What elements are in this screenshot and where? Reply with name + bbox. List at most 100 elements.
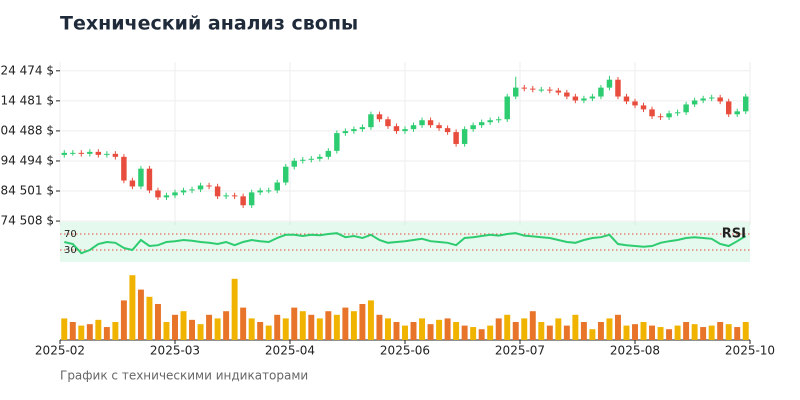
candle-body: [138, 168, 144, 187]
candle-body: [223, 195, 229, 197]
candle-body: [657, 116, 664, 118]
candle-body: [172, 192, 178, 196]
volume-bar: [172, 314, 178, 340]
candle-body: [300, 159, 306, 161]
volume-bar: [231, 278, 238, 340]
volume-bar: [129, 275, 136, 340]
volume-bar: [69, 322, 76, 340]
x-tick-label: 2025-03: [150, 344, 200, 358]
candle-body: [180, 190, 187, 193]
volume-bar: [614, 314, 621, 340]
candle-body: [240, 196, 246, 206]
candle-body: [530, 88, 536, 90]
candle-body: [376, 114, 383, 120]
rsi-label: RSI: [722, 227, 746, 242]
candle-body: [564, 92, 570, 97]
volume-bar: [580, 322, 587, 340]
candle-body: [700, 98, 706, 101]
candle-body: [487, 120, 493, 123]
volume-bar: [78, 325, 85, 340]
candle-body: [265, 190, 272, 192]
candle-body: [674, 112, 681, 114]
candle-body: [470, 125, 476, 130]
volume-bar: [461, 325, 468, 340]
volume-bar: [359, 304, 366, 340]
volume-bar: [657, 327, 664, 340]
volume-bar: [367, 300, 374, 340]
candle-body: [725, 101, 732, 115]
candle-body: [632, 101, 638, 106]
candle-body: [708, 97, 715, 99]
x-tick-label: 2025-10: [725, 344, 775, 358]
volume-bar: [623, 325, 630, 340]
candle-body: [666, 113, 672, 118]
volume-bar: [649, 325, 656, 340]
volume-bar: [436, 319, 443, 340]
volume-bar: [163, 322, 170, 340]
volume-bar: [487, 325, 494, 340]
volume-bar: [325, 311, 332, 340]
candle-body: [598, 87, 604, 97]
volume-bar: [146, 296, 153, 340]
candle-body: [555, 90, 562, 93]
volume-bar: [393, 322, 400, 340]
candle-body: [385, 119, 391, 127]
candle-body: [70, 152, 76, 154]
candle-body: [308, 158, 315, 160]
volume-bar: [521, 318, 528, 340]
x-tick-label: 2025-04: [265, 344, 315, 358]
volume-bar: [274, 314, 281, 340]
volume-bar: [86, 324, 93, 340]
volume-bar: [529, 311, 536, 340]
volume-bar: [478, 329, 485, 340]
candle-body: [129, 180, 136, 187]
candle-body: [606, 79, 613, 88]
candle-body: [325, 150, 332, 157]
volume-bar: [555, 318, 562, 340]
candle-body: [214, 186, 221, 197]
candle-body: [78, 152, 85, 154]
volume-bar: [563, 325, 570, 340]
volume-bar: [291, 307, 298, 340]
candle-body: [521, 87, 527, 89]
candle-body: [538, 89, 545, 91]
y-tick-label: 124 474 $: [0, 63, 54, 77]
volume-bar: [265, 325, 272, 340]
volume-bar: [606, 318, 613, 340]
candle-body: [743, 96, 749, 112]
candle-body: [368, 114, 374, 128]
volume-bar: [154, 304, 161, 340]
candle-body: [615, 79, 621, 97]
volume-bar: [504, 314, 511, 340]
volume-bar: [180, 311, 187, 340]
y-tick-label: 104 488 $: [0, 123, 54, 137]
x-tick-label: 2025-02: [35, 344, 85, 358]
x-tick-label: 2025-08: [610, 344, 660, 358]
volume-bar: [240, 307, 247, 340]
candle-body: [623, 96, 630, 102]
volume-bar: [512, 322, 519, 340]
volume-bar: [223, 311, 230, 340]
candle-body: [317, 156, 323, 159]
volume-bar: [734, 327, 741, 340]
volume-bar: [137, 289, 144, 340]
candle-body: [640, 105, 647, 110]
volume-bar: [350, 311, 357, 340]
volume-bar: [725, 324, 732, 340]
volume-bar: [742, 322, 749, 340]
candle-body: [291, 160, 297, 167]
volume-bar: [384, 318, 391, 340]
volume-bar: [95, 319, 102, 340]
x-tick-label: 2025-06: [380, 344, 430, 358]
candle-body: [104, 153, 110, 155]
volume-bar: [112, 322, 119, 340]
volume-bar: [308, 314, 315, 340]
candle-body: [717, 97, 723, 102]
candle-body: [734, 111, 740, 115]
candle-body: [351, 129, 357, 132]
candle-body: [419, 120, 425, 126]
chart-title: Технический анализ свопы: [60, 13, 358, 35]
candle-body: [283, 166, 289, 183]
volume-bar: [632, 324, 638, 340]
candle-body: [436, 125, 442, 129]
